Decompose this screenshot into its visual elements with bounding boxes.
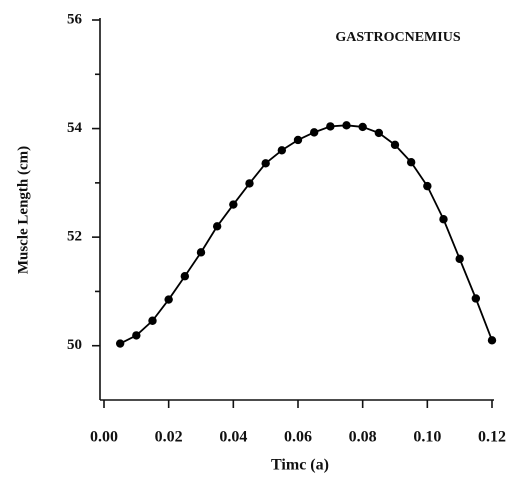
- line: [119, 124, 493, 345]
- marker: [358, 122, 367, 132]
- x-tick-label: 0.04: [219, 429, 247, 446]
- marker: [342, 121, 351, 130]
- marker: [326, 122, 335, 131]
- marker: [196, 248, 206, 257]
- marker: [229, 200, 238, 209]
- marker: [164, 295, 173, 304]
- marker: [439, 215, 448, 224]
- marker: [261, 159, 270, 168]
- marker: [293, 135, 303, 145]
- marker: [277, 146, 287, 155]
- y-tick-label: 56: [67, 11, 83, 27]
- marker: [115, 339, 125, 348]
- y-axis-label: Muscle Length (cm): [15, 146, 31, 274]
- marker: [180, 272, 190, 281]
- marker: [148, 316, 157, 325]
- x-tick-label: 0.00: [90, 429, 118, 446]
- marker: [309, 128, 319, 137]
- marker: [406, 158, 416, 167]
- marker: [455, 254, 464, 264]
- marker: [471, 294, 481, 303]
- marker: [390, 140, 400, 150]
- y-tick-label: 50: [67, 337, 82, 353]
- y-tick-label: 52: [67, 229, 82, 245]
- marker: [212, 222, 222, 231]
- marker: [132, 331, 141, 340]
- marker: [423, 181, 432, 191]
- marker: [487, 336, 497, 345]
- marker: [374, 128, 384, 138]
- x-axis-label: Timc (a): [271, 457, 329, 474]
- annotation: GASTROCNEMIUS: [335, 30, 460, 45]
- x-tick-label: 0.02: [155, 429, 183, 446]
- y-tick-label: 54: [67, 120, 83, 136]
- x-tick-label: 0.10: [413, 429, 441, 446]
- x-tick-label: 0.12: [478, 429, 506, 446]
- x-tick-label: 0.08: [349, 429, 377, 446]
- x-tick-label: 0.06: [284, 429, 312, 446]
- marker: [245, 179, 254, 188]
